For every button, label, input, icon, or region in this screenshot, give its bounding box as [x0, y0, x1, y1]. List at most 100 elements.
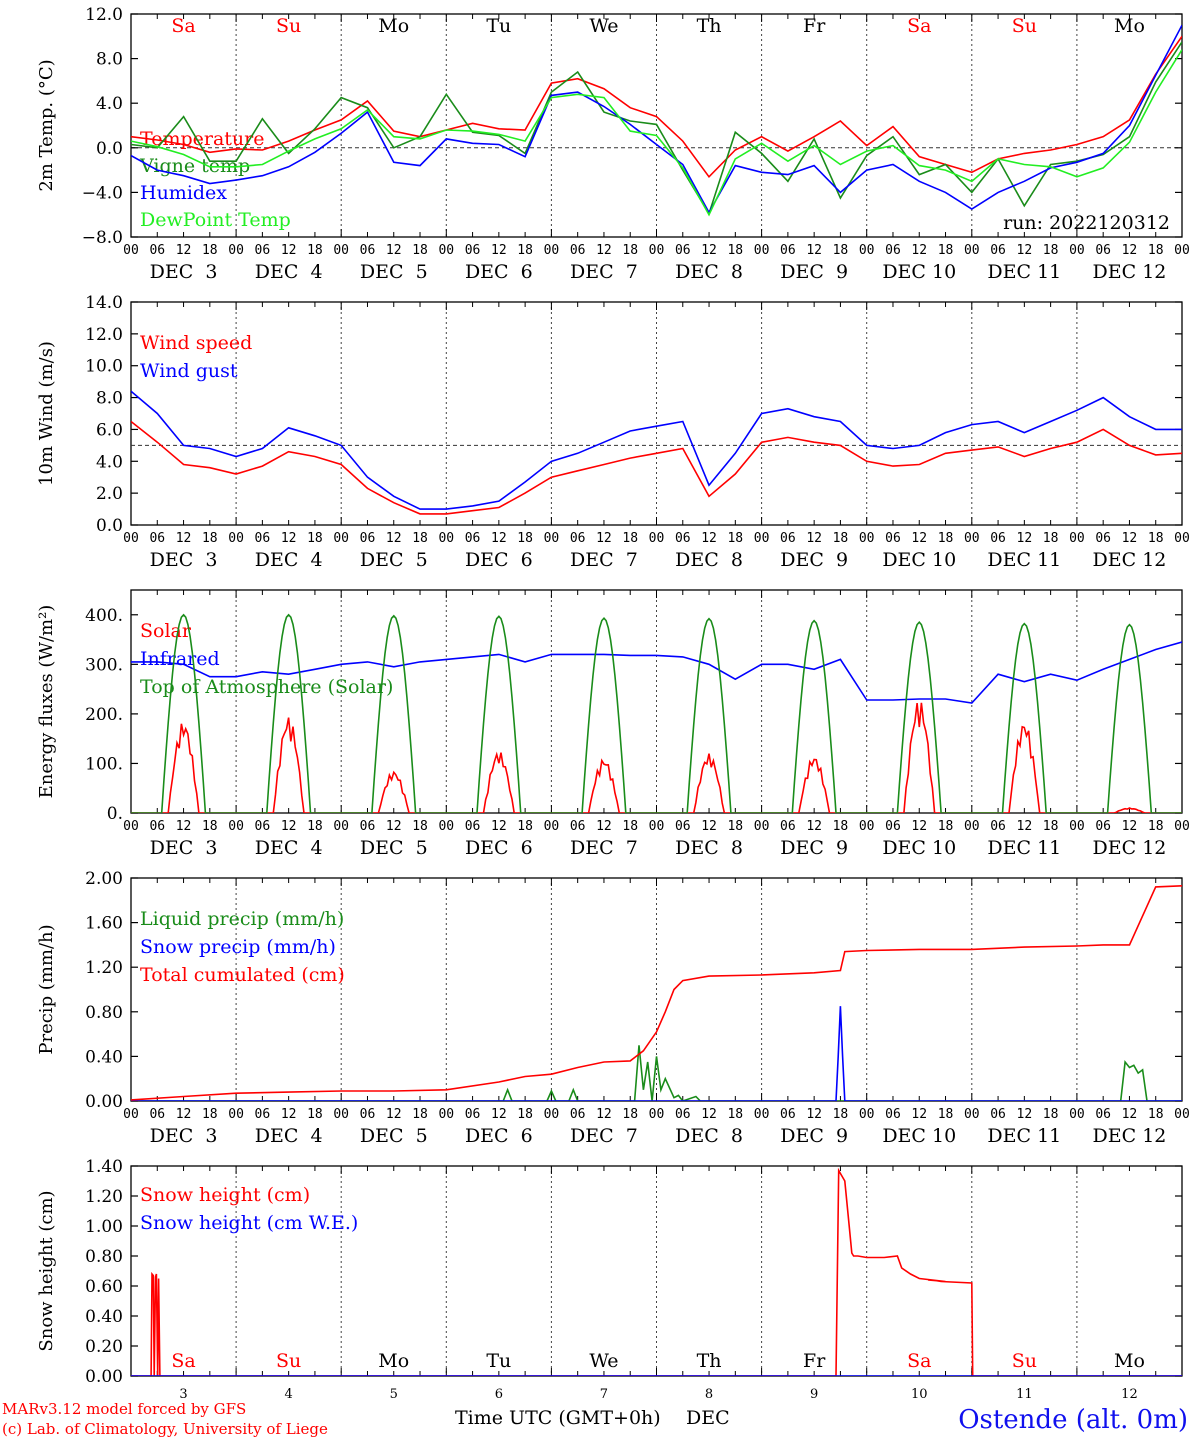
x-hour-label: 00 [544, 531, 560, 546]
x-hour-label: 12 [491, 243, 507, 258]
series-line-snow-height-cm- [131, 1167, 1182, 1376]
series-line-snow-precip-mm-h- [131, 1006, 1182, 1101]
x-hour-label: 00 [649, 243, 665, 258]
x-hour-label: 12 [281, 819, 297, 834]
x-hour-label: 12 [386, 819, 402, 834]
x-hour-label: 00 [859, 1107, 875, 1122]
y-tick-label: 12.0 [85, 325, 123, 345]
y-tick-label: 200. [85, 705, 123, 725]
x-hour-label: 18 [833, 1107, 849, 1122]
weekday-label: Mo [1114, 15, 1145, 37]
x-hour-label: 18 [833, 243, 849, 258]
x-hour-label: 18 [307, 1107, 323, 1122]
x-date-label: DEC 3 [150, 1125, 218, 1147]
station-name: Ostende (alt. 0m) [958, 1405, 1188, 1435]
x-date-label: DEC 5 [360, 549, 428, 571]
legend-entry: Wind speed [140, 332, 252, 354]
x-date-label: DEC 8 [675, 837, 743, 859]
x-hour-label: 12 [1017, 243, 1033, 258]
panel-temp: −8.0 −4.0 0.0 4.0 8.0 12.0 2m Temp. (°C) 00 06 12… [36, 5, 1190, 283]
y-tick-label: 0.0 [96, 139, 123, 159]
x-hour-label: 00 [123, 531, 139, 546]
legend-entry: Snow precip (mm/h) [140, 936, 336, 958]
x-hour-label: 00 [1069, 531, 1085, 546]
x-hour-label: 06 [360, 1107, 376, 1122]
x-hour-label: 00 [123, 1107, 139, 1122]
x-hour-label: 00 [1069, 1107, 1085, 1122]
x-hour-label: 18 [622, 531, 638, 546]
y-tick-label: 1.40 [85, 1157, 123, 1177]
x-hour-label: 06 [675, 1107, 691, 1122]
x-hour-label: 12 [701, 1107, 717, 1122]
day-number-label: 4 [285, 1387, 293, 1402]
x-hour-label: 06 [465, 243, 481, 258]
x-date-label: DEC 12 [1093, 1125, 1167, 1147]
x-hour-label: 18 [1148, 1107, 1164, 1122]
y-axis-label: Precip (mm/h) [36, 924, 57, 1054]
weekday-label: Th [697, 15, 722, 37]
x-hour-label: 06 [255, 819, 271, 834]
x-hour-label: 06 [570, 819, 586, 834]
x-hour-label: 06 [360, 819, 376, 834]
x-hour-label: 06 [990, 819, 1006, 834]
panel-precip: 0.00 0.40 0.80 1.20 1.60 2.00 Precip (mm/h) 00 0… [36, 869, 1190, 1147]
weekday-label: Sa [907, 15, 931, 37]
x-hour-label: 18 [1043, 1107, 1059, 1122]
x-hour-label: 18 [727, 243, 743, 258]
weekday-label: Th [697, 1350, 722, 1372]
x-hour-label: 18 [1043, 819, 1059, 834]
x-hour-label: 06 [465, 531, 481, 546]
x-hour-label: 06 [360, 531, 376, 546]
series-line-infrared [131, 641, 1182, 704]
legend-entry: Temperature [140, 128, 264, 150]
x-hour-label: 06 [149, 243, 165, 258]
y-tick-label: 4.0 [96, 452, 123, 472]
x-hour-label: 00 [754, 1107, 770, 1122]
x-hour-label: 12 [911, 819, 927, 834]
day-number-label: 3 [179, 1387, 187, 1402]
x-hour-label: 00 [544, 243, 560, 258]
x-hour-label: 18 [412, 1107, 428, 1122]
x-hour-label: 12 [281, 243, 297, 258]
x-hour-label: 00 [1069, 819, 1085, 834]
weekday-label: Sa [907, 1350, 931, 1372]
x-date-label: DEC 8 [675, 261, 743, 283]
y-tick-label: 6.0 [96, 420, 123, 440]
x-date-label: DEC 10 [882, 261, 956, 283]
x-hour-label: 06 [885, 531, 901, 546]
x-hour-label: 00 [754, 531, 770, 546]
run-label: run: 2022120312 [1003, 212, 1170, 234]
x-hour-label: 12 [596, 243, 612, 258]
x-hour-label: 06 [885, 243, 901, 258]
series-line-humidex [131, 24, 1182, 215]
x-hour-label: 12 [176, 1107, 192, 1122]
x-date-label: DEC 4 [255, 1125, 323, 1147]
legend-entry: Infrared [140, 648, 220, 670]
y-tick-label: 1.20 [85, 958, 123, 978]
legend-entry: Humidex [140, 182, 227, 204]
x-hour-label: 06 [360, 243, 376, 258]
x-hour-label: 06 [1095, 531, 1111, 546]
x-hour-label: 12 [911, 531, 927, 546]
x-date-label: DEC 6 [465, 261, 533, 283]
x-hour-label: 06 [780, 1107, 796, 1122]
y-tick-label: 2.0 [96, 484, 123, 504]
x-hour-label: 06 [675, 819, 691, 834]
x-hour-label: 00 [544, 819, 560, 834]
x-hour-label: 00 [964, 243, 980, 258]
x-hour-label: 06 [465, 1107, 481, 1122]
x-hour-label: 00 [1174, 819, 1190, 834]
x-hour-label: 18 [517, 1107, 533, 1122]
day-number-label: 7 [600, 1387, 608, 1402]
y-tick-label: 0.80 [85, 1003, 123, 1023]
x-hour-label: 06 [570, 243, 586, 258]
x-date-label: DEC 10 [882, 837, 956, 859]
y-tick-label: 0.00 [85, 1092, 123, 1112]
series-line-vigne-temp [131, 41, 1182, 216]
x-hour-label: 06 [1095, 819, 1111, 834]
x-hour-label: 12 [1017, 1107, 1033, 1122]
x-hour-label: 18 [202, 819, 218, 834]
x-hour-label: 12 [1017, 531, 1033, 546]
y-tick-label: 0. [107, 804, 123, 824]
